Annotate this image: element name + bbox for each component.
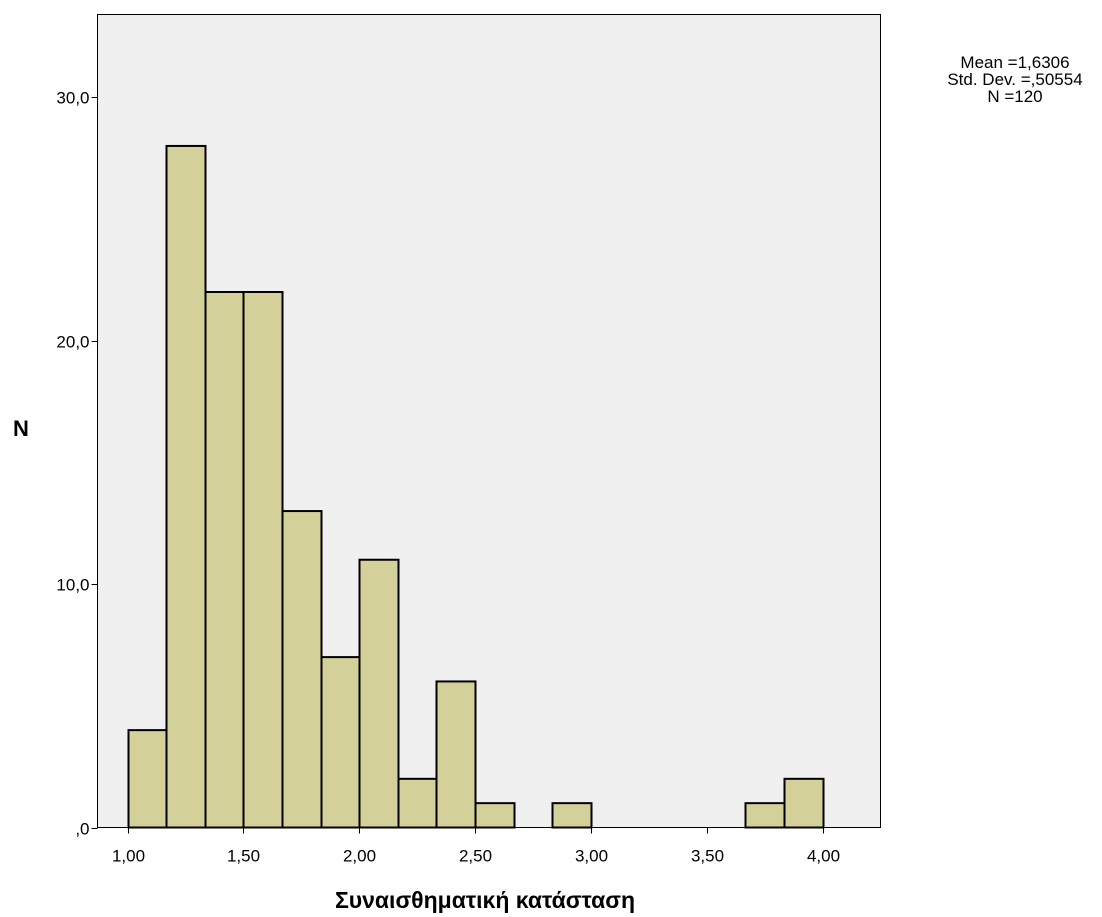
x-tick-label: 3,50 [691,847,724,866]
histogram-bar [435,680,477,829]
x-tick-label: 4,00 [807,847,840,866]
y-tick-label: 30,0 [56,89,89,108]
histogram-bar [783,777,825,829]
y-tick-label: 10,0 [56,576,89,595]
x-tick-label: 2,50 [459,847,492,866]
y-axis-title: N [13,416,29,441]
stat-std-dev: Std. Dev. =,50554 [947,70,1083,89]
y-tick-label: 20,0 [56,333,89,352]
x-tick-label: 3,00 [575,847,608,866]
histogram-bar [242,290,284,829]
x-tick-label: 1,00 [112,847,145,866]
statistics-box: Mean =1,6306 Std. Dev. =,50554 N =120 [925,54,1102,105]
x-tick-label: 1,50 [227,847,260,866]
histogram-bar [204,290,245,829]
histogram-bar [551,802,593,829]
histogram-bar [281,510,323,829]
y-tick-label: ,0 [75,820,89,839]
histogram-bar [320,656,361,829]
histogram-bar [744,802,786,829]
histogram-bar [474,802,516,829]
x-axis-title: Συναισθηματική κατάσταση [335,887,635,913]
histogram-bar [397,777,438,829]
histogram-bar [165,144,207,829]
x-tick-label: 2,00 [343,847,376,866]
stat-n: N =120 [987,87,1043,106]
x-axis: 1,00 1,50 2,00 2,50 3,00 3,50 4,00 [112,827,840,866]
bars-layer [127,144,825,829]
stat-mean: Mean =1,6306 [960,53,1070,72]
histogram-bar [358,558,400,829]
y-axis: ,0 10,0 20,0 30,0 [56,89,98,839]
histogram-bar [127,729,168,829]
